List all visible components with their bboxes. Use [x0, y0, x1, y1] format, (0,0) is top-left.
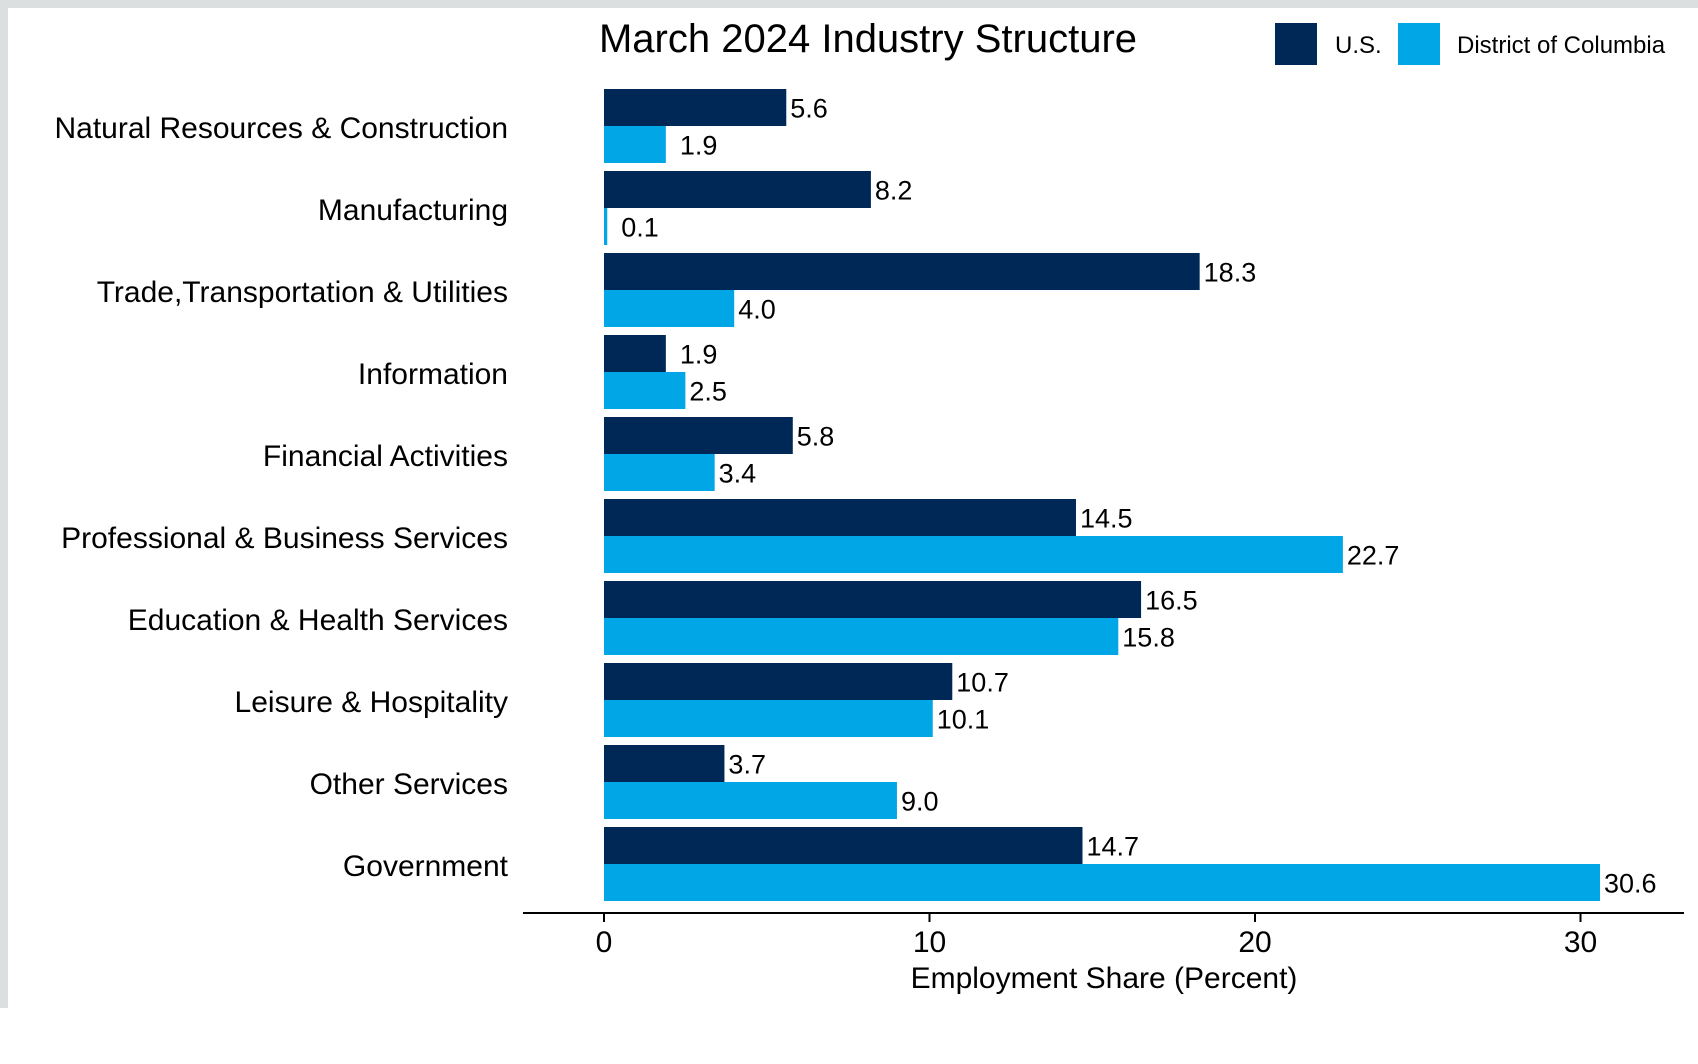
category-label: Leisure & Hospitality — [235, 686, 508, 719]
data-label-us: 3.7 — [728, 750, 766, 780]
bar-us-trade-transportation-utilities — [604, 253, 1200, 290]
data-label-us: 5.6 — [790, 94, 828, 124]
x-tick-label: 10 — [913, 926, 946, 959]
x-axis: 0 10 20 30 — [523, 912, 1684, 959]
bar-dc-manufacturing — [604, 208, 608, 245]
bar-us-professional-business-services — [604, 499, 1076, 536]
bar-dc-leisure-hospitality — [604, 700, 933, 737]
bar-dc-information — [604, 372, 686, 409]
data-label-dc: 0.1 — [621, 213, 659, 243]
category-label: Manufacturing — [318, 194, 508, 227]
data-label-dc: 3.4 — [719, 459, 757, 489]
category-label: Other Services — [310, 768, 508, 801]
legend-label-dc: District of Columbia — [1457, 32, 1666, 59]
data-label-us: 18.3 — [1204, 258, 1257, 288]
legend-swatch-dc — [1398, 23, 1440, 65]
category-label: Professional & Business Services — [61, 522, 508, 555]
bar-us-leisure-hospitality — [604, 663, 953, 700]
data-label-dc: 15.8 — [1122, 623, 1175, 653]
bar-us-financial-activities — [604, 417, 793, 454]
bar-us-manufacturing — [604, 171, 871, 208]
bottom-margin — [0, 1008, 1698, 1064]
category-label: Education & Health Services — [128, 604, 508, 637]
category-label: Information — [358, 358, 508, 391]
data-label-us: 5.8 — [797, 422, 835, 452]
bar-dc-financial-activities — [604, 454, 715, 491]
data-label-us: 14.7 — [1086, 832, 1139, 862]
bar-dc-other-services — [604, 782, 897, 819]
bar-us-natural-resources-construction — [604, 89, 787, 126]
data-label-us: 1.9 — [680, 340, 718, 370]
data-label-dc: 1.9 — [680, 131, 718, 161]
legend: U.S. District of Columbia — [1275, 23, 1666, 65]
data-label-dc: 22.7 — [1347, 541, 1400, 571]
x-axis-title: Employment Share (Percent) — [911, 962, 1298, 995]
bar-dc-natural-resources-construction — [604, 126, 666, 163]
category-label: Trade,Transportation & Utilities — [97, 276, 508, 309]
data-label-dc: 9.0 — [901, 787, 939, 817]
category-label: Natural Resources & Construction — [54, 112, 508, 145]
bar-us-government — [604, 827, 1083, 864]
category-labels: Natural Resources & Construction Manufact… — [54, 112, 508, 883]
data-label-us: 14.5 — [1080, 504, 1133, 534]
x-tick-label: 20 — [1238, 926, 1271, 959]
x-tick-label: 0 — [596, 926, 613, 959]
x-tick-label: 30 — [1564, 926, 1597, 959]
bar-us-education-health-services — [604, 581, 1142, 618]
data-label-dc: 4.0 — [738, 295, 776, 325]
data-label-us: 8.2 — [875, 176, 913, 206]
category-label: Government — [343, 850, 509, 883]
chart-title: March 2024 Industry Structure — [599, 17, 1137, 61]
data-label-dc: 10.1 — [937, 705, 990, 735]
bar-dc-education-health-services — [604, 618, 1119, 655]
bar-dc-trade-transportation-utilities — [604, 290, 735, 327]
data-label-dc: 30.6 — [1604, 869, 1657, 899]
bars-group: 5.6 1.9 8.2 0.1 18.3 4.0 1.9 2.5 5.8 3.4 14.5 22.7 1… — [604, 89, 1657, 901]
bar-dc-government — [604, 864, 1601, 901]
bar-dc-professional-business-services — [604, 536, 1343, 573]
legend-swatch-us — [1275, 23, 1317, 65]
data-label-us: 10.7 — [956, 668, 1009, 698]
bar-us-information — [604, 335, 666, 372]
bar-us-other-services — [604, 745, 725, 782]
category-label: Financial Activities — [263, 440, 508, 473]
data-label-dc: 2.5 — [689, 377, 727, 407]
data-label-us: 16.5 — [1145, 586, 1198, 616]
legend-label-us: U.S. — [1335, 32, 1382, 59]
